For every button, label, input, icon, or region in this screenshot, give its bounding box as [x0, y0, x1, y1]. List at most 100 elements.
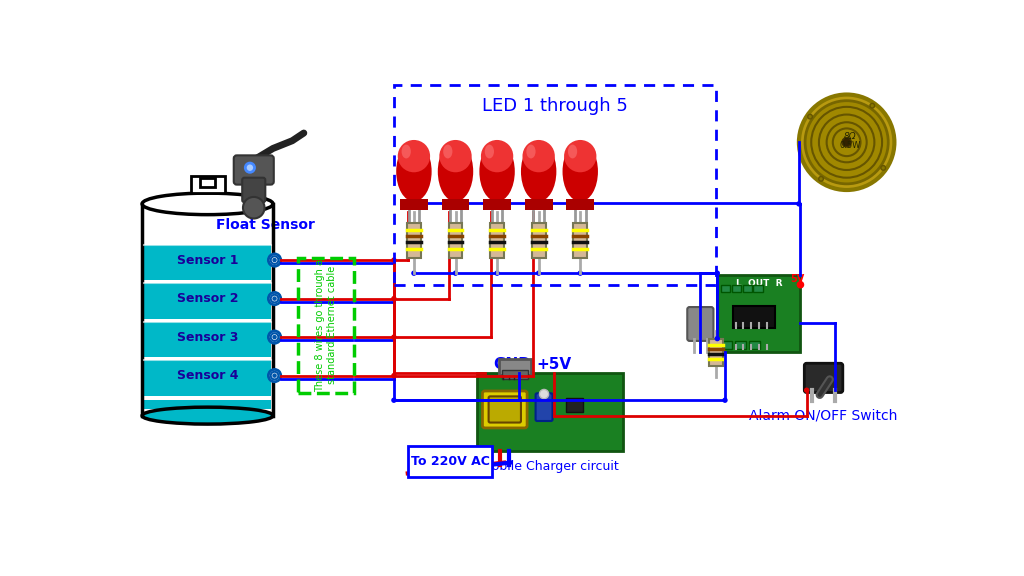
Circle shape [578, 271, 583, 276]
Ellipse shape [142, 407, 273, 424]
Circle shape [453, 271, 458, 276]
Circle shape [268, 254, 281, 266]
Ellipse shape [397, 140, 430, 172]
Bar [499, 359, 531, 375]
Bar [408, 446, 493, 478]
Ellipse shape [479, 142, 515, 202]
Bar [490, 223, 504, 259]
Bar [477, 373, 624, 451]
Ellipse shape [438, 142, 473, 202]
Text: −: − [499, 198, 508, 208]
Ellipse shape [521, 142, 556, 202]
Text: Float Sensor: Float Sensor [216, 218, 314, 233]
Circle shape [870, 103, 874, 108]
Ellipse shape [568, 145, 578, 158]
FancyBboxPatch shape [233, 156, 273, 185]
Circle shape [270, 295, 279, 302]
Ellipse shape [401, 145, 411, 158]
Text: 5V: 5V [791, 274, 805, 285]
Text: L  OUT  R: L OUT R [735, 279, 782, 287]
Circle shape [808, 115, 812, 119]
Bar [721, 285, 730, 293]
Bar [749, 341, 760, 348]
Bar [742, 285, 752, 293]
Text: Sensor 1: Sensor 1 [177, 253, 239, 267]
Circle shape [536, 271, 542, 276]
Text: Mobile Charger circuit: Mobile Charger circuit [481, 460, 620, 473]
Text: −: − [416, 198, 425, 208]
Ellipse shape [439, 140, 472, 172]
Bar [566, 199, 594, 210]
Circle shape [268, 331, 281, 343]
Bar [394, 85, 716, 285]
Text: Sensor 2: Sensor 2 [177, 292, 239, 305]
Circle shape [797, 201, 802, 207]
Circle shape [406, 200, 411, 206]
Circle shape [246, 163, 255, 172]
Bar [144, 245, 270, 280]
Circle shape [715, 271, 720, 276]
Bar [524, 199, 553, 210]
Circle shape [391, 257, 396, 263]
Circle shape [446, 200, 452, 206]
Bar [483, 199, 511, 210]
Text: 0.5W: 0.5W [840, 141, 861, 150]
Circle shape [798, 282, 804, 288]
Bar [407, 223, 421, 259]
Circle shape [495, 271, 500, 276]
Ellipse shape [526, 145, 536, 158]
Text: +: + [569, 198, 579, 208]
Text: −: − [540, 198, 550, 208]
Text: Alarm ON/OFF Switch: Alarm ON/OFF Switch [750, 408, 898, 423]
Text: −: − [457, 198, 466, 208]
Ellipse shape [481, 140, 513, 172]
Bar [565, 398, 583, 412]
Bar [754, 285, 763, 293]
Text: +: + [403, 198, 413, 208]
Text: +: + [444, 198, 454, 208]
Text: +5V: +5V [537, 357, 571, 372]
Bar [144, 321, 270, 357]
Circle shape [412, 271, 417, 276]
Circle shape [270, 334, 279, 341]
Text: Sensor 3: Sensor 3 [177, 331, 239, 343]
Circle shape [391, 335, 396, 340]
Bar [190, 176, 224, 193]
Bar [709, 339, 723, 366]
FancyBboxPatch shape [488, 396, 521, 423]
FancyBboxPatch shape [243, 177, 265, 202]
Bar [502, 370, 528, 380]
Bar [732, 285, 741, 293]
Circle shape [273, 297, 276, 300]
Circle shape [391, 397, 396, 403]
Circle shape [805, 101, 888, 184]
Circle shape [270, 372, 279, 380]
Text: 8Ω: 8Ω [844, 131, 857, 141]
Bar [400, 199, 428, 210]
Text: These 8 wires go through a
standard Ethernet cable: These 8 wires go through a standard Ethe… [315, 259, 337, 392]
Bar [573, 223, 587, 259]
Ellipse shape [564, 140, 596, 172]
Circle shape [804, 388, 809, 393]
Circle shape [722, 397, 728, 403]
Ellipse shape [484, 145, 494, 158]
Bar [733, 306, 775, 328]
Bar [298, 258, 354, 392]
Circle shape [842, 138, 851, 147]
Bar [144, 283, 270, 319]
Circle shape [529, 200, 536, 206]
Text: −: − [582, 198, 591, 208]
Ellipse shape [142, 193, 273, 215]
Bar [735, 341, 745, 348]
Circle shape [881, 165, 886, 170]
Ellipse shape [443, 145, 453, 158]
Text: To 220V AC: To 220V AC [411, 455, 489, 468]
Circle shape [273, 374, 276, 377]
Circle shape [715, 336, 720, 342]
Circle shape [391, 373, 396, 378]
Ellipse shape [396, 142, 432, 202]
FancyBboxPatch shape [536, 393, 553, 421]
Text: +: + [486, 198, 496, 208]
Text: Sensor 4: Sensor 4 [177, 369, 239, 382]
Circle shape [268, 369, 281, 382]
